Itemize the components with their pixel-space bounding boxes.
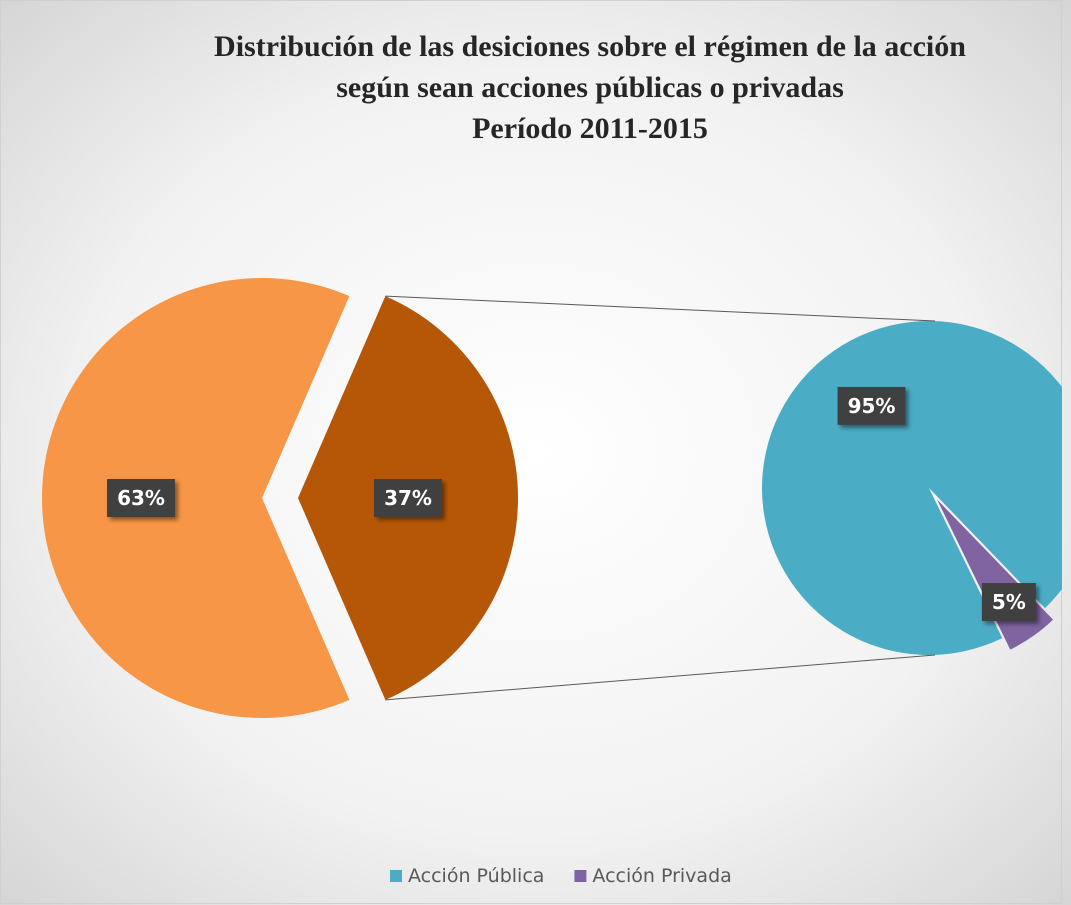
legend-label: Acción Privada xyxy=(592,865,731,887)
chart-title: Distribución de las desiciones sobre el … xyxy=(214,30,966,63)
plot-area: 63% 37% 95% 5% xyxy=(41,277,1062,718)
connector-line xyxy=(385,295,936,322)
pie-slice xyxy=(762,321,1062,655)
data-label: 5% xyxy=(992,590,1026,614)
legend-label: Acción Pública xyxy=(408,865,544,887)
data-label-box xyxy=(837,386,906,425)
chart-title: Período 2011-2015 xyxy=(472,112,708,145)
data-label: 95% xyxy=(848,394,896,418)
connector-line xyxy=(385,654,936,701)
chart-title: según sean acciones públicas o privadas xyxy=(336,71,844,104)
data-label-box xyxy=(981,583,1036,622)
data-label: 37% xyxy=(384,486,432,510)
legend-swatch xyxy=(574,870,587,882)
data-label-box xyxy=(107,479,175,517)
data-label: 63% xyxy=(117,486,165,510)
pie-slice xyxy=(41,277,350,718)
data-label-box xyxy=(374,479,442,517)
legend: Acción Pública Acción Privada xyxy=(390,865,732,887)
legend-swatch xyxy=(390,870,402,882)
